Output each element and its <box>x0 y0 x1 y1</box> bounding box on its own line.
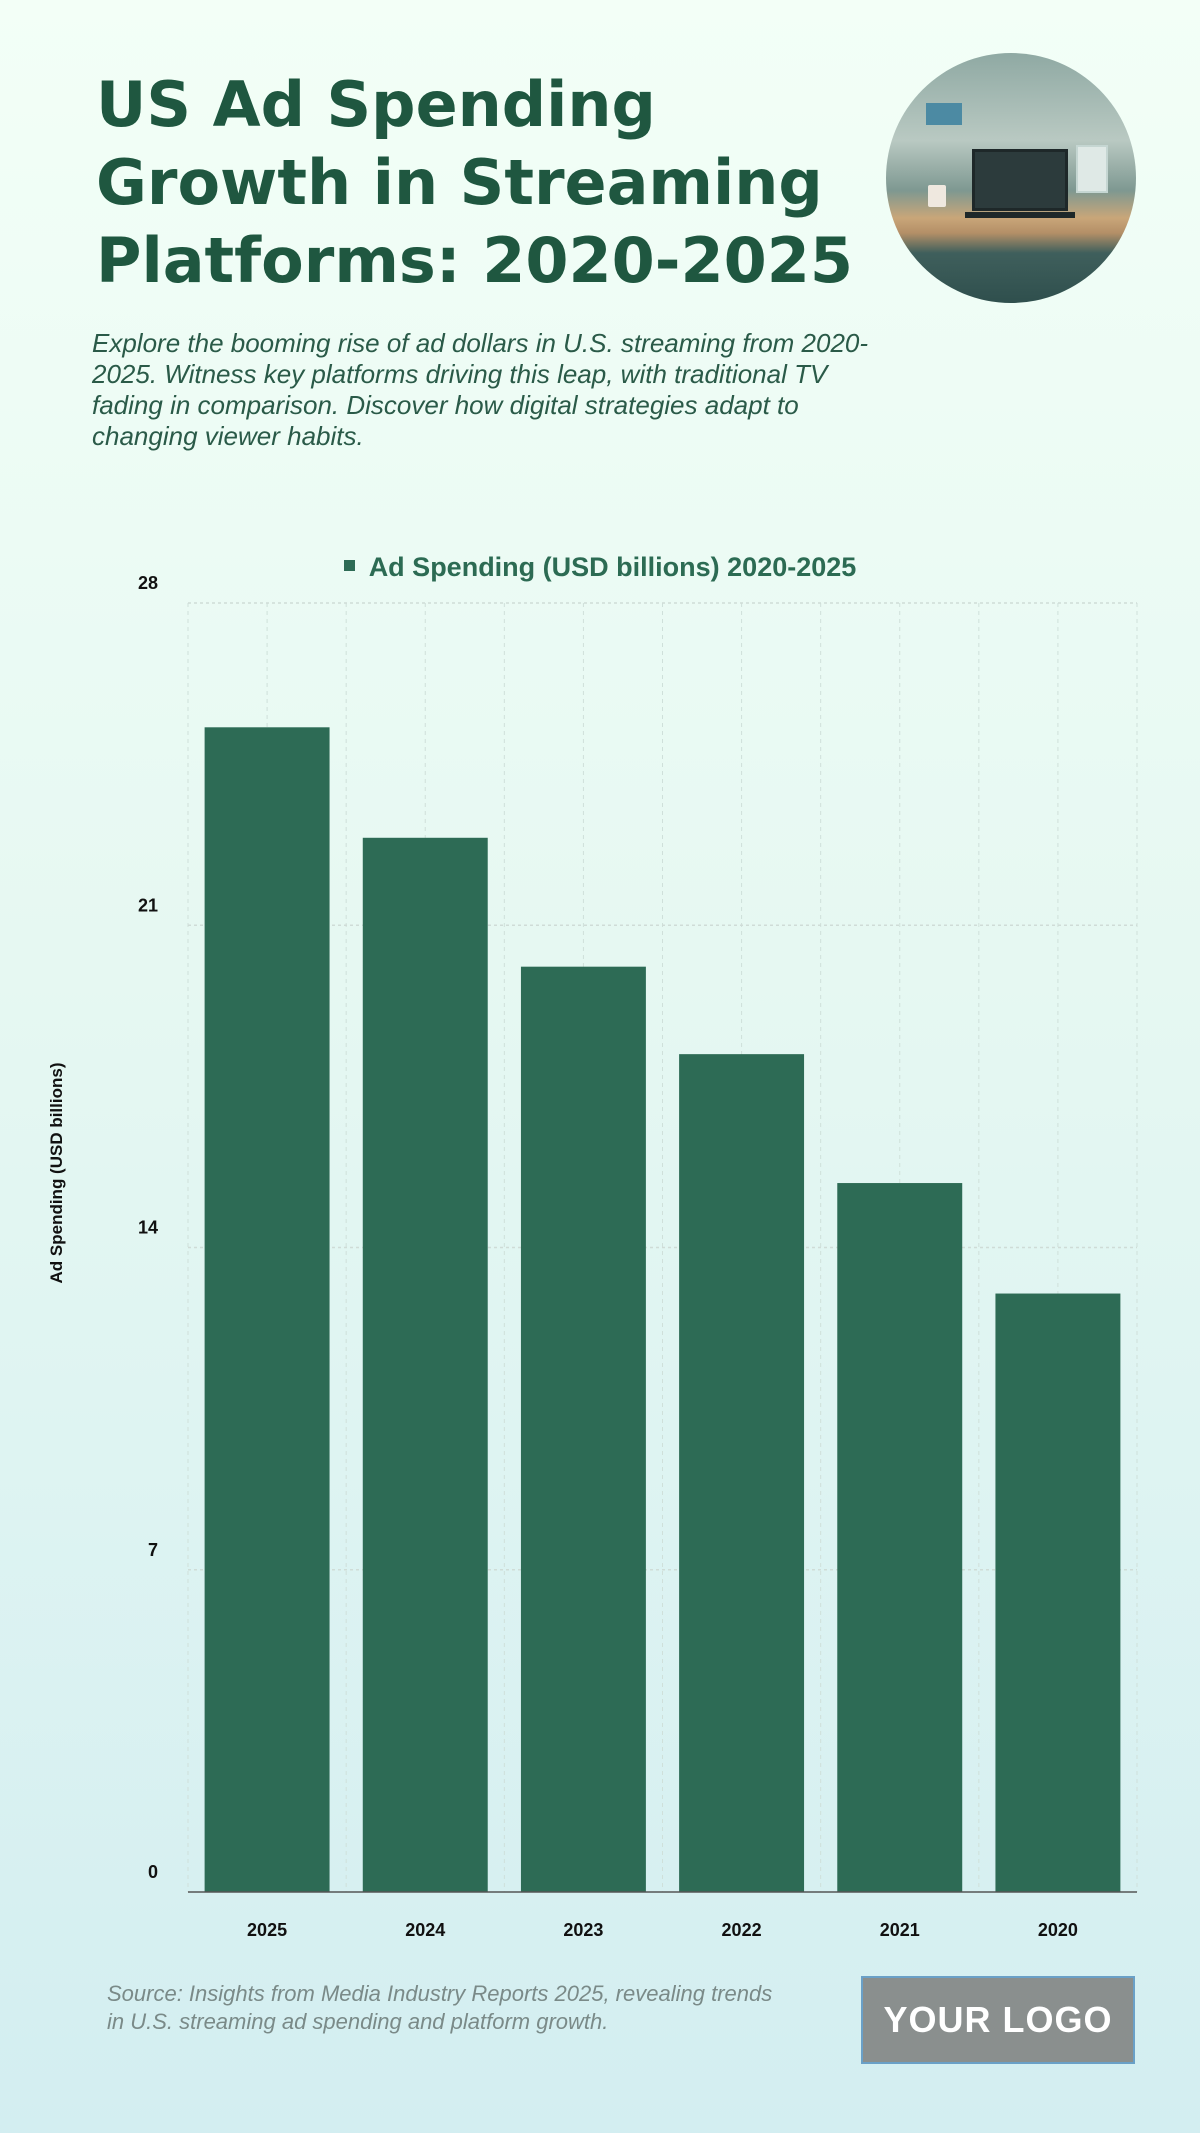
x-tick-label: 2023 <box>563 1920 603 1940</box>
wifi-sign-graphic <box>1076 145 1108 193</box>
source-note: Source: Insights from Media Industry Rep… <box>107 1981 773 2034</box>
x-tick-label: 2025 <box>247 1920 287 1940</box>
y-tick-label: 21 <box>138 895 158 915</box>
x-tick-label: 2020 <box>1038 1920 1078 1940</box>
legend-swatch <box>343 560 355 572</box>
y-tick-label: 7 <box>148 1540 158 1560</box>
legend-label: Ad Spending (USD billions) 2020-2025 <box>368 552 857 582</box>
bar-2025 <box>204 727 330 1893</box>
bar-2024 <box>362 837 488 1892</box>
bar-2022 <box>679 1054 805 1892</box>
y-tick-label: 28 <box>138 573 158 593</box>
logo-placeholder: YOUR LOGO <box>861 1976 1135 2064</box>
bar-2023 <box>520 966 646 1892</box>
y-tick-label: 14 <box>138 1218 158 1238</box>
tv-graphic <box>926 103 962 125</box>
laptop-graphic <box>965 149 1075 218</box>
y-tick-label: 0 <box>148 1862 158 1882</box>
header-photo <box>886 53 1136 303</box>
cup-graphic <box>928 185 946 207</box>
bar-2020 <box>995 1293 1121 1892</box>
x-tick-label: 2021 <box>880 1920 920 1940</box>
page-title: US Ad Spending Growth in Streaming Platf… <box>96 68 854 297</box>
page-subtitle: Explore the booming rise of ad dollars i… <box>92 328 869 451</box>
chart-legend: Ad Spending (USD billions) 2020-2025 <box>0 552 1200 583</box>
bar-2021 <box>837 1183 963 1892</box>
x-tick-label: 2024 <box>405 1920 445 1940</box>
x-tick-label: 2022 <box>722 1920 762 1940</box>
